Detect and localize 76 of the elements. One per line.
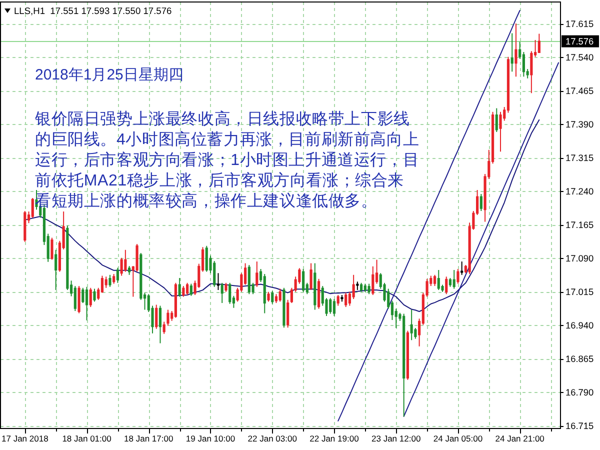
- annotation: 运行，后市客观方向看涨；1小时图上升通道运行，目: [35, 151, 420, 169]
- y-tick-label: 17.615: [566, 18, 594, 29]
- candlestick: [340, 294, 344, 302]
- candlestick: [510, 32, 514, 72]
- candlestick: [263, 273, 266, 314]
- candlestick: [514, 22, 518, 78]
- candlestick: [108, 274, 112, 288]
- candlestick: [158, 305, 162, 344]
- y-tick-label: 16.790: [566, 387, 594, 398]
- candlestick: [495, 108, 498, 132]
- y-tick-label: 17.465: [566, 86, 594, 96]
- candlestick: [271, 290, 274, 304]
- candlestick: [216, 272, 220, 291]
- candlestick: [332, 298, 336, 316]
- y-tick-label: 17.015: [566, 286, 594, 297]
- candlestick: [224, 282, 228, 292]
- candlestick: [368, 283, 370, 295]
- x-tick-label: 18 Jan 01:00: [62, 434, 112, 444]
- candlestick: [336, 294, 340, 306]
- x-tick-label: 19 Jan 10:00: [186, 434, 236, 444]
- chart-title: LLS,H1 17.551 17.593 17.550 17.576: [14, 6, 172, 16]
- candlestick: [54, 249, 58, 291]
- x-tick-label: 22 Jan 03:00: [248, 434, 298, 444]
- candlestick: [364, 283, 366, 292]
- y-tick-label: 16.715: [566, 420, 594, 431]
- x-tick-label: 17 Jan 2018: [2, 434, 49, 444]
- y-tick-label: 17.090: [566, 253, 594, 264]
- annotation: 的巨阳线。4小时图高位蓄力再涨，目前刷新前高向上: [35, 130, 420, 148]
- y-tick-label: 17.165: [566, 220, 594, 230]
- candlestick: [344, 292, 348, 308]
- annotation: 2018年1月25日星期四: [35, 66, 184, 84]
- candlestick: [162, 321, 166, 334]
- annotation: 前依托MA21稳步上涨，后市客观方向看涨；综合来: [35, 172, 404, 190]
- candlestick: [402, 313, 406, 417]
- candlestick: [112, 273, 116, 284]
- x-tick-label: 22 Jan 19:00: [310, 434, 360, 444]
- y-tick-label: 16.865: [566, 354, 594, 364]
- x-tick-label: 23 Jan 12:00: [372, 434, 421, 444]
- candlestick: [480, 194, 482, 212]
- candlestick: [282, 287, 286, 328]
- candlestick: [178, 278, 181, 298]
- candlestick: [104, 276, 108, 288]
- ref-line-label: 17.576: [566, 36, 594, 46]
- candlestick: [433, 274, 436, 287]
- candlestick: [50, 237, 54, 260]
- candlestick: [437, 269, 440, 291]
- candlestick: [85, 286, 88, 321]
- candlestick: [360, 282, 363, 292]
- y-tick-label: 17.315: [566, 152, 594, 163]
- candlestick: [460, 260, 464, 276]
- candlestick: [499, 111, 502, 152]
- candlestick: [256, 260, 258, 288]
- y-tick-label: 17.240: [566, 186, 594, 196]
- candlestick: [452, 269, 456, 290]
- x-tick-label: 18 Jan 17:00: [124, 434, 174, 444]
- candlestick: [267, 291, 270, 302]
- candlestick: [182, 286, 185, 298]
- candlestick: [128, 265, 131, 276]
- candlestick: [93, 288, 96, 302]
- candlestick: [278, 288, 282, 302]
- x-tick-label: 24 Jan 05:00: [433, 434, 483, 444]
- candlestick: [456, 268, 460, 284]
- candlestick: [116, 267, 119, 284]
- candlestick: [124, 249, 127, 272]
- candlestick: [220, 282, 224, 304]
- candlestick: [166, 309, 170, 326]
- x-tick-label: 24 Jan 21:00: [495, 434, 545, 444]
- candlestick: [310, 262, 312, 291]
- candlestick: [78, 286, 80, 314]
- candlestick: [538, 33, 540, 54]
- y-tick-label: 16.940: [566, 320, 594, 330]
- candlestick: [410, 309, 413, 341]
- candlestick: [356, 281, 359, 291]
- y-tick-label: 17.540: [566, 52, 594, 62]
- annotation: 银价隔日强势上涨最终收高，日线报收略带上下影线: [34, 110, 410, 128]
- y-tick-label: 17.390: [566, 119, 594, 130]
